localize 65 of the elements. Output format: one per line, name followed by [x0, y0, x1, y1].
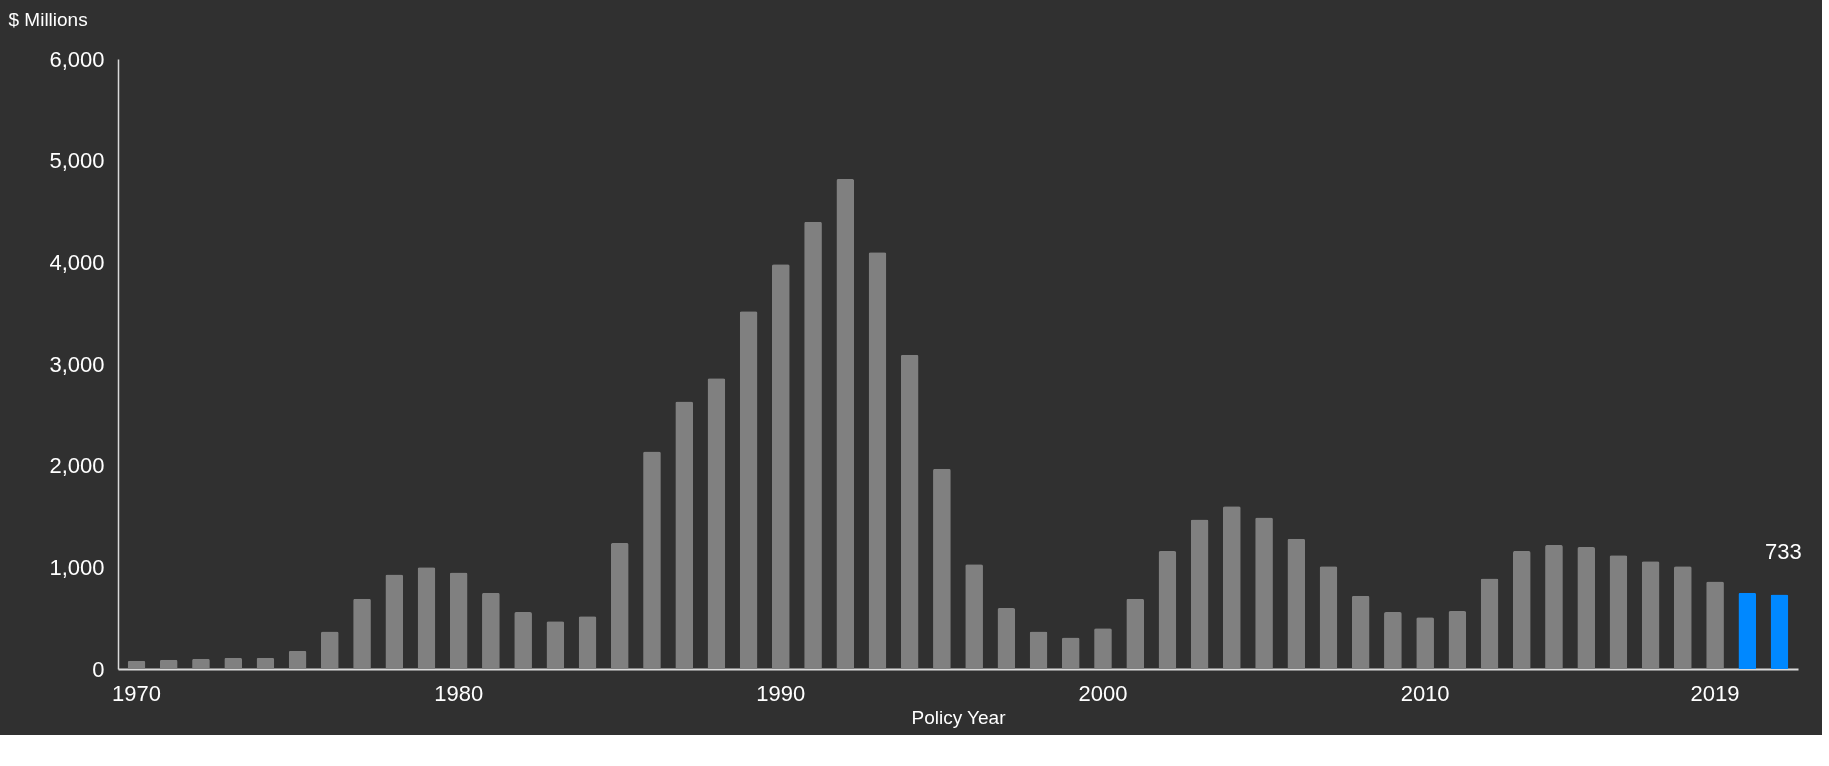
bar — [1609, 555, 1628, 669]
bar — [1770, 594, 1789, 669]
x-tick-label: 2010 — [1400, 680, 1450, 706]
bar — [1384, 612, 1402, 669]
bar — [771, 264, 790, 669]
bar — [1448, 611, 1467, 669]
bar — [868, 252, 887, 669]
bar — [127, 660, 146, 669]
bar — [1738, 592, 1757, 669]
y-tick-label: 0 — [92, 656, 105, 682]
bar — [1061, 637, 1080, 669]
y-tick-label: 5,000 — [49, 148, 105, 174]
y-tick-label: 1,000 — [49, 554, 105, 580]
bar — [224, 657, 243, 669]
bar — [1319, 566, 1338, 669]
x-axis-title: Policy Year — [911, 706, 1007, 728]
bar — [482, 592, 500, 669]
bar — [1351, 595, 1370, 669]
bar — [1512, 551, 1531, 669]
x-tick-label: 1980 — [434, 680, 484, 706]
y-tick-label: 4,000 — [49, 249, 105, 275]
bar — [1641, 561, 1660, 669]
bar — [643, 451, 661, 669]
bar — [1158, 551, 1177, 669]
bar — [256, 657, 275, 669]
bar — [1287, 538, 1306, 669]
bar — [836, 178, 855, 669]
bar — [610, 542, 629, 669]
bar — [1190, 519, 1209, 669]
bar — [514, 612, 532, 669]
bar — [1577, 547, 1596, 669]
bar — [1255, 517, 1273, 669]
bar — [1673, 566, 1692, 669]
bar — [707, 378, 726, 669]
bar — [804, 221, 822, 669]
bar — [1222, 506, 1241, 669]
bar — [320, 631, 339, 669]
bar — [417, 567, 436, 669]
bar — [385, 574, 404, 669]
x-tick-label: 1970 — [112, 680, 161, 706]
bar — [353, 598, 371, 669]
bar — [159, 659, 178, 669]
bar — [675, 401, 694, 669]
bar — [1706, 581, 1724, 669]
bar — [1126, 598, 1145, 669]
bar — [739, 311, 758, 669]
y-tick-label: 6,000 — [49, 46, 105, 72]
bar — [933, 468, 951, 669]
bar — [546, 621, 565, 669]
y-tick-label: 3,000 — [49, 351, 105, 377]
bar — [1029, 631, 1048, 669]
y-axis-title: $ Millions — [8, 8, 88, 30]
bar — [965, 564, 983, 669]
x-tick-label: 1990 — [756, 680, 806, 706]
data-label: 733 — [1765, 539, 1802, 565]
bar — [578, 616, 597, 669]
x-tick-label: 2019 — [1690, 680, 1740, 706]
x-tick-label: 2000 — [1078, 680, 1128, 706]
bar — [1480, 578, 1499, 669]
bar — [449, 572, 468, 669]
bar — [1545, 544, 1563, 669]
y-tick-label: 2,000 — [49, 453, 105, 479]
bar — [288, 650, 307, 669]
bar — [997, 608, 1016, 669]
bar — [900, 354, 919, 669]
